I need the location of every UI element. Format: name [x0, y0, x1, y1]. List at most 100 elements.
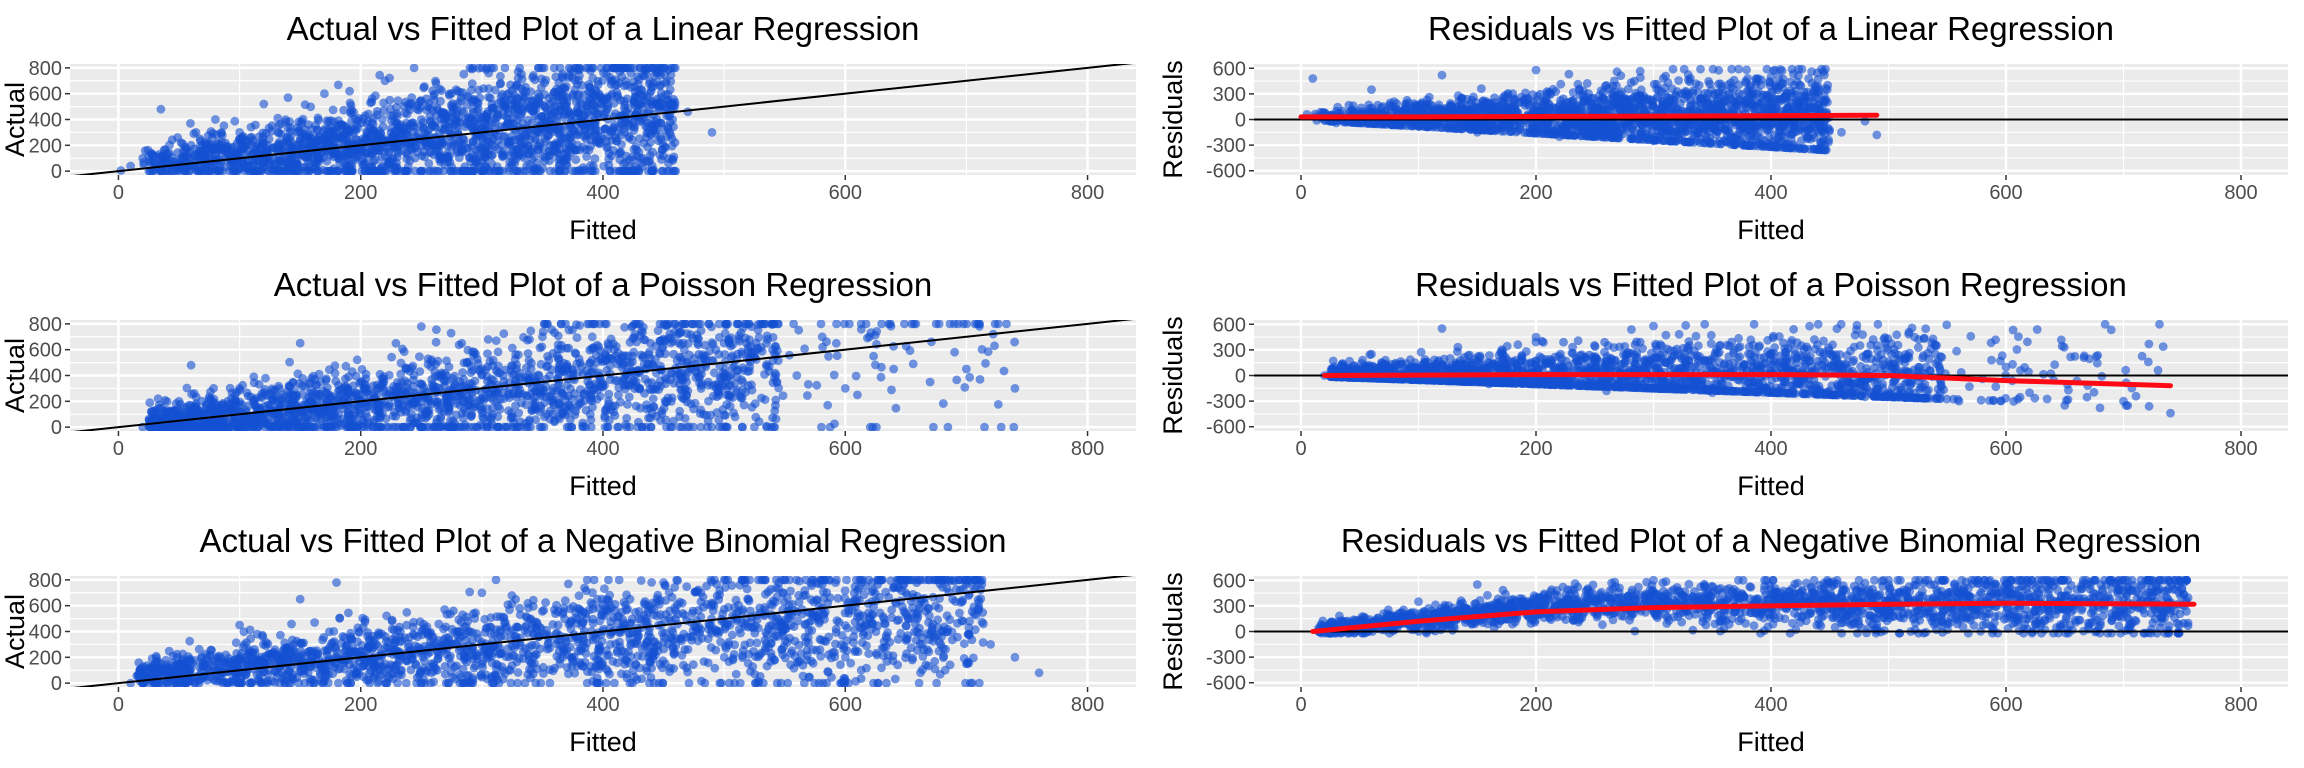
data-point: [252, 147, 262, 157]
data-point: [1637, 127, 1647, 137]
data-point: [1454, 96, 1464, 106]
data-point: [156, 151, 166, 161]
data-point: [298, 114, 308, 124]
scatter-points: [116, 64, 717, 175]
data-point: [567, 73, 577, 82]
data-point: [485, 166, 495, 175]
data-point: [1585, 119, 1594, 128]
data-point: [634, 147, 644, 157]
data-point: [1689, 138, 1699, 147]
data-point: [561, 133, 571, 143]
data-point: [486, 64, 496, 73]
data-point: [1564, 98, 1574, 107]
data-point: [484, 84, 494, 94]
data-point: [496, 71, 505, 81]
data-point: [586, 141, 595, 151]
data-point: [1705, 102, 1714, 111]
data-point: [664, 154, 674, 164]
data-point: [675, 422, 685, 431]
data-point: [453, 86, 462, 96]
data-point: [645, 151, 655, 160]
data-point: [560, 107, 570, 117]
data-point: [1717, 82, 1727, 92]
data-point: [248, 156, 257, 166]
y-tick-label: 0: [1235, 110, 1246, 132]
data-point: [591, 135, 601, 145]
data-point: [552, 146, 561, 156]
data-point: [304, 120, 313, 130]
data-point: [558, 69, 568, 79]
data-point: [304, 166, 314, 175]
data-point: [1743, 139, 1752, 148]
data-point: [380, 76, 390, 86]
panel-linear-residuals-vs-fitted: Residuals vs Fitted Plot of a Linear Reg…: [1152, 0, 2304, 256]
data-point: [605, 72, 615, 82]
data-point: [633, 72, 643, 81]
data-point: [1787, 64, 1797, 74]
data-point: [545, 141, 555, 150]
data-point: [372, 110, 382, 120]
data-point: [333, 80, 343, 90]
data-point: [626, 82, 636, 92]
data-point: [632, 166, 641, 175]
data-point: [908, 359, 918, 369]
data-point: [1002, 320, 1011, 329]
data-point: [497, 149, 507, 158]
data-point: [391, 103, 401, 112]
data-point: [439, 118, 449, 127]
data-point: [487, 150, 497, 160]
data-point: [1783, 103, 1793, 112]
data-point: [481, 120, 490, 130]
data-point: [467, 150, 477, 160]
data-point: [496, 140, 506, 150]
data-point: [639, 71, 649, 81]
data-point: [420, 82, 429, 91]
data-point: [517, 74, 527, 84]
data-point: [1538, 129, 1547, 138]
data-point: [464, 92, 473, 102]
data-point: [450, 138, 460, 148]
data-point: [530, 111, 540, 121]
data-point: [1598, 93, 1608, 103]
data-point: [313, 113, 323, 123]
data-point: [406, 145, 416, 155]
data-point: [1825, 126, 1834, 136]
data-point: [410, 166, 420, 175]
data-point: [588, 73, 598, 83]
data-point: [526, 146, 535, 156]
data-point: [1632, 94, 1642, 103]
data-point: [1654, 118, 1664, 128]
data-point: [230, 116, 240, 126]
data-point: [1674, 76, 1683, 85]
data-point: [186, 119, 195, 128]
data-point: [243, 164, 253, 173]
data-point: [1684, 75, 1693, 85]
data-point: [538, 144, 548, 153]
data-point: [1785, 86, 1795, 96]
data-point: [1528, 90, 1537, 99]
data-point: [1668, 64, 1678, 74]
data-point: [668, 166, 678, 175]
data-point: [1520, 101, 1530, 110]
chart-svg: Actual vs Fitted Plot of a Poisson Regre…: [0, 266, 1136, 501]
data-point: [392, 118, 401, 128]
data-point: [506, 80, 515, 90]
data-point: [429, 91, 438, 101]
data-point: [475, 112, 485, 122]
data-point: [354, 113, 364, 123]
data-point: [1649, 101, 1658, 111]
data-point: [877, 320, 886, 329]
data-point: [277, 129, 286, 139]
data-point: [228, 166, 238, 175]
data-point: [1766, 72, 1776, 82]
data-point: [1472, 103, 1482, 112]
data-point: [378, 122, 388, 131]
data-point: [647, 82, 656, 92]
data-point: [1564, 69, 1574, 79]
data-point: [425, 103, 435, 113]
y-tick-label: 600: [1213, 58, 1246, 80]
data-point: [600, 124, 610, 134]
data-point: [213, 138, 223, 148]
data-point: [823, 400, 833, 410]
data-point: [341, 123, 351, 133]
